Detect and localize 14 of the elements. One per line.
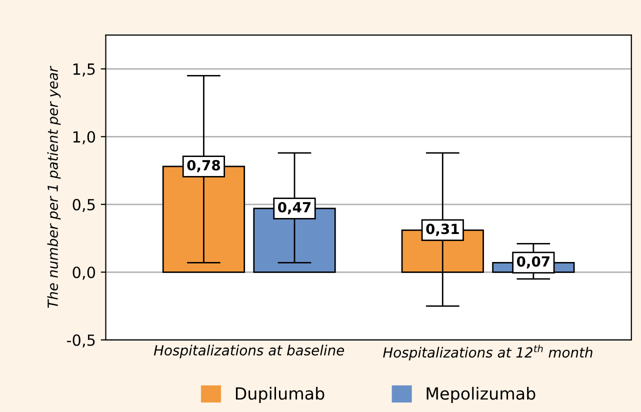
y-tick-label: 1,0 xyxy=(73,131,96,144)
y-tick-label: -0,5 xyxy=(66,334,95,348)
x-tick-label: Hospitalizations at 12$^{th}$ month xyxy=(383,344,592,360)
legend-label: Mepolizumab xyxy=(426,386,536,404)
legend-label: Dupilumab xyxy=(236,386,324,404)
y-tick-label: 0,0 xyxy=(72,266,96,280)
y-tick-label: 1,5 xyxy=(73,64,95,76)
data-label: 0,07 xyxy=(516,256,550,268)
data-label: 0,47 xyxy=(278,202,311,214)
data-label: 0,78 xyxy=(187,160,220,172)
x-tick-label: Hospitalizations at baseline xyxy=(154,344,344,358)
y-tick-label: 0,5 xyxy=(72,198,95,212)
data-label: 0,31 xyxy=(426,224,459,236)
y-axis-title: The number per 1 patient per year xyxy=(47,66,61,308)
